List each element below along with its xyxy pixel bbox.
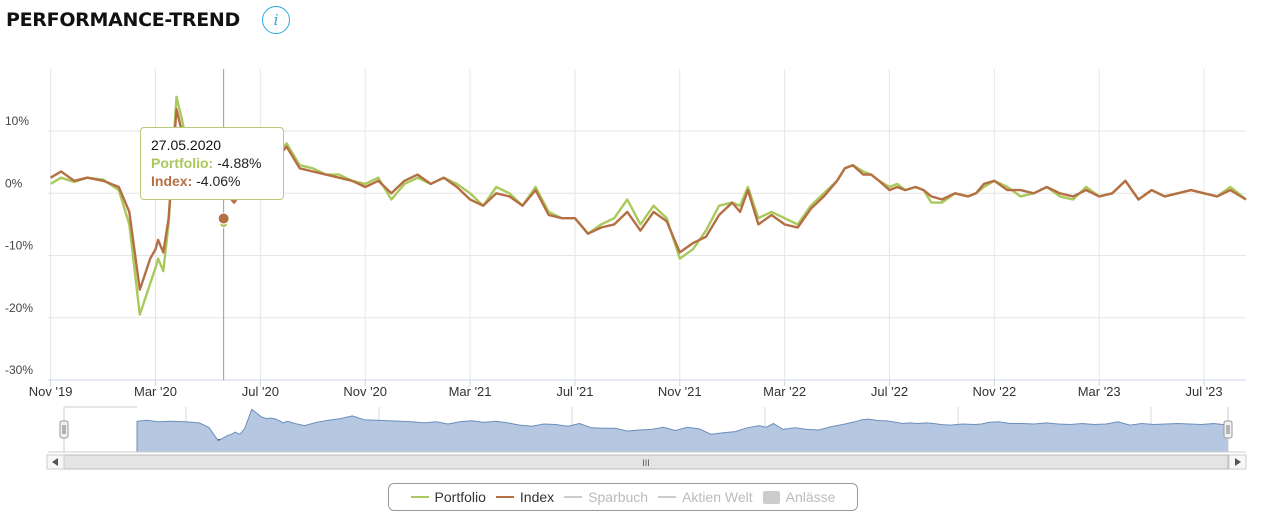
chart-legend: Portfolio Index Sparbuch Aktien Welt Anl… [388,483,858,511]
legend-item-index[interactable]: Index [495,489,555,505]
x-tick-label: Nov '19 [29,384,73,399]
legend-swatch-index [495,496,514,498]
navigator-area [136,408,1229,453]
scroll-right-arrow-icon [1235,458,1241,466]
x-tick-label: Nov '20 [343,384,387,399]
tooltip-date: 27.05.2020 [151,137,222,153]
x-tick-label: Jul '21 [556,384,593,399]
legend-swatch-aktien-welt [658,496,677,498]
legend-label-anlaesse: Anlässe [785,489,836,505]
legend-label-aktien-welt: Aktien Welt [682,489,753,505]
chart-header: PERFORMANCE-TREND i [6,6,290,34]
legend-label-portfolio: Portfolio [434,489,486,505]
x-tick-label: Mar '20 [134,384,177,399]
tooltip: 27.05.2020 Portfolio: -4.88% Index: -4.0… [140,127,284,200]
tooltip-index-row: Index: -4.06% [151,172,273,190]
legend-item-aktien-welt[interactable]: Aktien Welt [658,489,753,505]
y-axis-ticks: 10% 0% -10% -20% -30% [5,114,33,377]
chart-grid [48,69,1246,381]
tooltip-portfolio-value: -4.88% [217,155,262,171]
navigator: Jan '20Sep '20May '21Jan '22Sep '22May '… [46,406,1247,470]
legend-swatch-portfolio [410,496,429,498]
scrollbar-grip: III [642,458,650,468]
x-axis-ticks: Nov '19 Mar '20 Jul '20 Nov '20 Mar '21 Jul '… [29,380,1223,399]
legend-label-sparbuch: Sparbuch [588,489,649,505]
navigator-handle-left[interactable] [59,420,69,439]
x-tick-label: Mar '23 [1078,384,1121,399]
hover-marker [217,69,230,380]
legend-swatch-anlaesse [762,490,780,504]
legend-item-portfolio[interactable]: Portfolio [410,489,486,505]
x-tick-label: Jul '22 [871,384,908,399]
x-tick-label: Jul '23 [1185,384,1222,399]
y-tick-label: 10% [5,114,29,128]
x-tick-label: Nov '22 [973,384,1017,399]
legend-item-sparbuch[interactable]: Sparbuch [564,489,648,505]
info-icon[interactable]: i [261,6,290,34]
x-tick-label: Mar '22 [763,384,806,399]
legend-item-anlaesse[interactable]: Anlässe [762,489,836,505]
y-tick-label: -10% [5,239,33,253]
plot-area [48,69,1246,380]
navigator-handle-right[interactable] [1223,420,1233,439]
x-tick-label: Jul '20 [242,384,279,399]
tooltip-portfolio-label: Portfolio: [151,155,214,171]
tooltip-index-value: -4.06% [196,173,241,189]
x-tick-label: Nov '21 [658,384,702,399]
y-tick-label: -30% [5,363,33,377]
y-tick-label: -20% [5,301,33,315]
tooltip-portfolio-row: Portfolio: -4.88% [151,154,273,172]
chart-title: PERFORMANCE-TREND [6,9,240,31]
performance-chart[interactable]: 10%0%-10%-20%-30% Nov '19 Mar '20 Jul '20 N… [0,0,1280,480]
scroll-left-arrow-icon [52,458,58,466]
hover-point-index [217,212,230,225]
legend-swatch-sparbuch [564,496,583,498]
x-tick-label: Mar '21 [449,384,492,399]
legend-label-index: Index [519,489,555,505]
tooltip-index-label: Index: [151,173,193,189]
y-tick-label: 0% [5,176,23,190]
